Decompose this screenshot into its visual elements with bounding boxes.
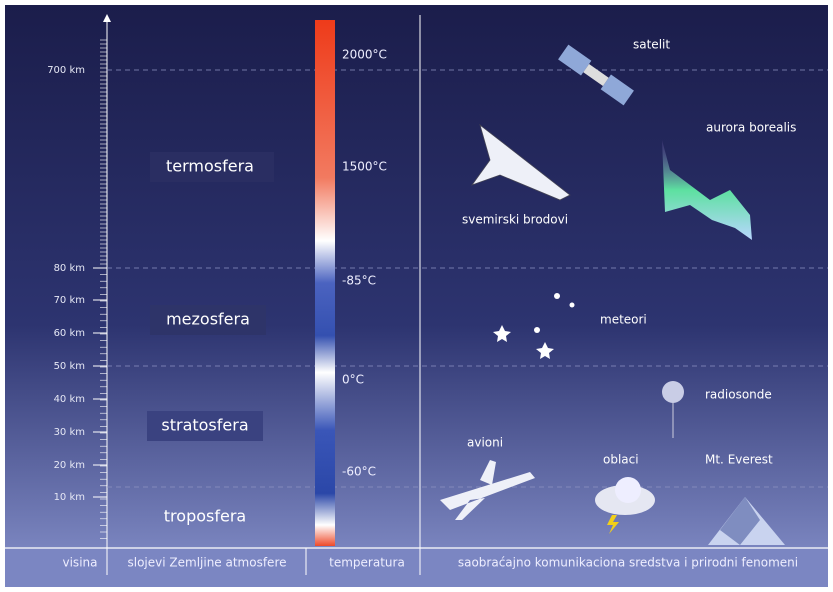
layer-box [147, 411, 263, 441]
altitude-label: 80 km [54, 263, 85, 274]
phenomenon-label: satelit [633, 38, 670, 52]
altitude-label: 700 km [47, 65, 85, 76]
altitude-label: 40 km [54, 394, 85, 405]
temperature-label: -60°C [342, 465, 376, 479]
phenomenon-label: radiosonde [705, 388, 772, 402]
column-label: slojevi Zemljine atmosfere [128, 556, 287, 570]
meteors-icon [493, 293, 575, 359]
phenomenon-label: Mt. Everest [705, 453, 773, 467]
altitude-label: 60 km [54, 328, 85, 339]
temperature-bar [315, 20, 335, 546]
layer-name: troposfera [164, 507, 246, 526]
axis-arrow [103, 14, 111, 22]
radiosonde-icon [662, 381, 684, 438]
temperature-label: 1500°C [342, 160, 387, 174]
temperature-label: -85°C [342, 274, 376, 288]
phenomenon-label: oblaci [603, 453, 639, 467]
column-label: temperatura [329, 556, 405, 570]
mountain-icon [708, 497, 785, 545]
altitude-label: 70 km [54, 295, 85, 306]
minor-ticks [100, 39, 107, 539]
temperature-label: 2000°C [342, 48, 387, 62]
altitude-label: 20 km [54, 460, 85, 471]
spacecraft-icon [470, 123, 571, 201]
altitude-label: 50 km [54, 361, 85, 372]
layer-name: stratosfera [161, 416, 248, 435]
aurora-icon [662, 140, 752, 240]
background [5, 5, 828, 587]
phenomenon-label: svemirski brodovi [462, 213, 568, 227]
altitude-label: 10 km [54, 492, 85, 503]
plane-icon [440, 460, 535, 520]
satellite-icon [558, 44, 634, 106]
phenomenon-label: meteori [600, 313, 647, 327]
major-ticks [93, 267, 107, 498]
layer-name: termosfera [166, 157, 254, 176]
temperature-label: 0°C [342, 373, 364, 387]
altitude-label: 30 km [54, 427, 85, 438]
layer-box [150, 152, 274, 182]
phenomenon-label: aurora borealis [706, 121, 796, 135]
column-label: saobraćajno komunikaciona sredstva i pri… [458, 556, 798, 570]
cloud-icon [595, 477, 655, 534]
footer [5, 548, 828, 587]
layer-box [150, 305, 266, 335]
layer-name: mezosfera [166, 310, 250, 329]
column-label: visina [63, 556, 98, 570]
phenomenon-label: avioni [467, 436, 503, 450]
